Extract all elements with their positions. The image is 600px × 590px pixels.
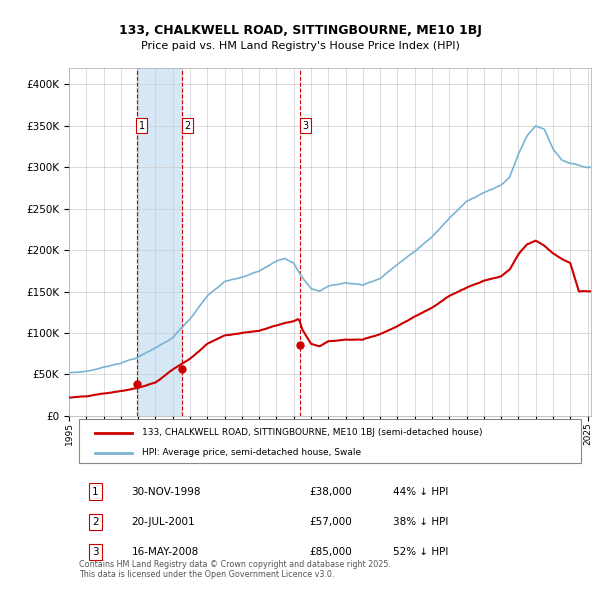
Text: 3: 3	[92, 547, 98, 557]
Text: 3: 3	[302, 121, 308, 131]
FancyBboxPatch shape	[79, 419, 581, 463]
Text: 2: 2	[184, 121, 191, 131]
Text: 2: 2	[92, 517, 98, 527]
Text: 38% ↓ HPI: 38% ↓ HPI	[392, 517, 448, 527]
Text: 44% ↓ HPI: 44% ↓ HPI	[392, 487, 448, 497]
Text: Contains HM Land Registry data © Crown copyright and database right 2025.
This d: Contains HM Land Registry data © Crown c…	[79, 560, 391, 579]
Text: 30-NOV-1998: 30-NOV-1998	[131, 487, 201, 497]
Text: Price paid vs. HM Land Registry's House Price Index (HPI): Price paid vs. HM Land Registry's House …	[140, 41, 460, 51]
Text: 52% ↓ HPI: 52% ↓ HPI	[392, 547, 448, 557]
Text: 16-MAY-2008: 16-MAY-2008	[131, 547, 199, 557]
Text: 1: 1	[92, 487, 98, 497]
Text: 1: 1	[139, 121, 145, 131]
Text: 20-JUL-2001: 20-JUL-2001	[131, 517, 195, 527]
Text: £38,000: £38,000	[309, 487, 352, 497]
Text: £57,000: £57,000	[309, 517, 352, 527]
Text: £85,000: £85,000	[309, 547, 352, 557]
Text: 133, CHALKWELL ROAD, SITTINGBOURNE, ME10 1BJ: 133, CHALKWELL ROAD, SITTINGBOURNE, ME10…	[119, 24, 481, 37]
Text: HPI: Average price, semi-detached house, Swale: HPI: Average price, semi-detached house,…	[142, 448, 361, 457]
Bar	[137, 68, 182, 416]
Text: 133, CHALKWELL ROAD, SITTINGBOURNE, ME10 1BJ (semi-detached house): 133, CHALKWELL ROAD, SITTINGBOURNE, ME10…	[142, 428, 482, 437]
